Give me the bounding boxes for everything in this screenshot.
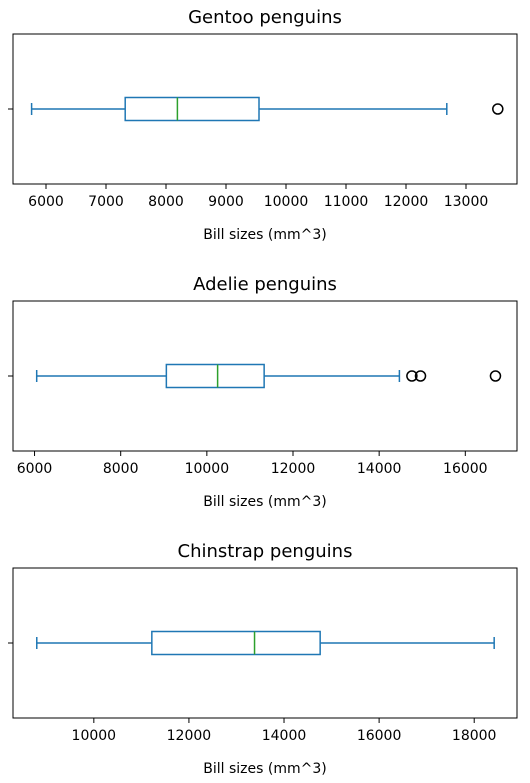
chart-title: Adelie penguins	[193, 274, 337, 295]
x-tick-label: 6000	[28, 194, 64, 210]
chart-panel-adelie: Adelie penguins Bill sizes (mm^3) 6000 80…	[8, 274, 518, 510]
x-tick-label: 13000	[444, 194, 489, 210]
x-tick-label: 9000	[208, 194, 244, 210]
x-tick-label: 12000	[271, 461, 316, 477]
x-tick-label: 10000	[185, 461, 230, 477]
outlier-point	[406, 370, 418, 382]
outlier-point	[489, 370, 502, 382]
chart-title: Gentoo penguins	[188, 7, 342, 28]
x-tick-label: 10000	[72, 728, 117, 744]
x-tick-label: 8000	[148, 194, 184, 210]
x-tick-label: 14000	[262, 728, 307, 744]
x-tick-label: 16000	[443, 461, 488, 477]
x-tick-label: 16000	[357, 728, 402, 744]
x-axis-label: Bill sizes (mm^3)	[203, 761, 326, 777]
x-tick-label: 6000	[17, 461, 53, 477]
chart-panel-chinstrap: Chinstrap penguins Bill sizes (mm^3) 100…	[8, 541, 518, 777]
iqr-box	[124, 96, 260, 122]
x-tick-label: 12000	[167, 728, 212, 744]
outlier-point	[414, 370, 427, 382]
x-tick-label: 8000	[103, 461, 139, 477]
x-tick-label: 10000	[264, 194, 309, 210]
chart-panel-gentoo: Gentoo penguins Bill sizes (mm^3) 6000 70…	[8, 7, 518, 243]
iqr-box	[165, 363, 265, 389]
x-tick-label: 7000	[88, 194, 124, 210]
x-tick-label: 14000	[357, 461, 402, 477]
x-axis-label: Bill sizes (mm^3)	[203, 494, 326, 510]
iqr-box	[151, 630, 321, 656]
x-tick-label: 18000	[452, 728, 497, 744]
x-tick-label: 12000	[384, 194, 429, 210]
outlier-point	[492, 103, 504, 115]
chart-title: Chinstrap penguins	[178, 541, 353, 562]
x-axis-label: Bill sizes (mm^3)	[203, 227, 326, 243]
x-tick-label: 11000	[324, 194, 369, 210]
